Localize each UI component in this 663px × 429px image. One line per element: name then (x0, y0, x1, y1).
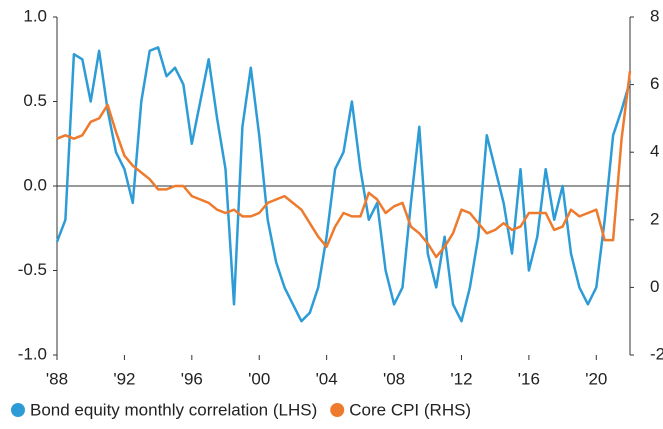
y2-tick-label: 6 (650, 74, 659, 93)
x-tick-label: '04 (316, 369, 338, 388)
x-tick-label: '88 (46, 369, 68, 388)
x-tick-label: '92 (113, 369, 135, 388)
y2-tick-label: 8 (650, 6, 659, 25)
series-line (56, 70, 632, 259)
y2-tick-label: 2 (650, 209, 659, 228)
y-tick-label: 0.0 (23, 175, 47, 194)
legend-label: Bond equity monthly correlation (LHS) (30, 400, 317, 419)
x-tick-label: '12 (450, 369, 472, 388)
legend-marker (11, 403, 25, 417)
x-tick-label: '00 (248, 369, 270, 388)
x-tick-label: '20 (585, 369, 607, 388)
y2-tick-label: -2 (650, 344, 663, 363)
legend-marker (330, 403, 345, 417)
y2-tick-label: 4 (650, 142, 659, 161)
y-tick-label: -0.5 (18, 260, 47, 279)
y2-tick-label: 0 (650, 277, 659, 296)
series-line (55, 46, 632, 323)
y-tick-label: 1.0 (23, 6, 47, 25)
y-tick-label: -1.0 (18, 344, 47, 363)
x-tick-label: '96 (181, 369, 203, 388)
y-tick-label: 0.5 (23, 91, 47, 110)
x-tick-label: '16 (518, 369, 540, 388)
legend-label: Core CPI (RHS) (349, 400, 471, 419)
x-tick-label: '08 (383, 369, 405, 388)
